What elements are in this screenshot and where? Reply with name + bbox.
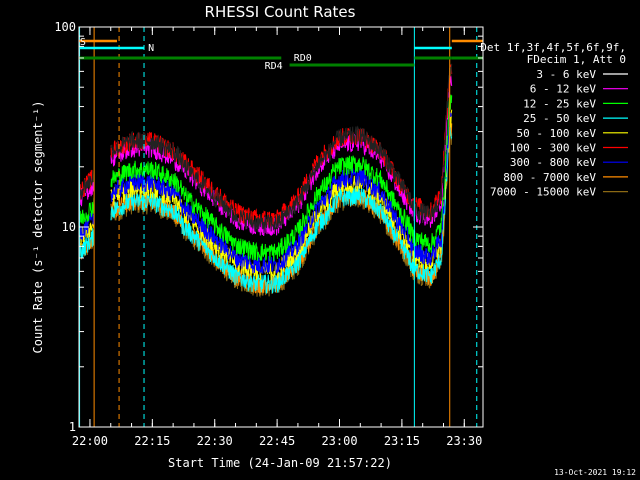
y-tick-label: 1 [69, 420, 76, 434]
x-tick-label: 23:15 [384, 434, 420, 448]
legend-header: FDecim 1, Att 0 [527, 53, 626, 66]
series-line-12-25keV [78, 94, 453, 262]
y-tick-label: 100 [54, 20, 76, 34]
legend-label: 12 - 25 keV [523, 97, 596, 110]
series-layer [78, 63, 453, 298]
y-axis: 1 10 100 [54, 20, 483, 434]
legend-label: 50 - 100 keV [517, 127, 597, 140]
plot-timestamp: 13-Oct-2021 19:12 [554, 468, 636, 477]
legend-header: Det 1f,3f,4f,5f,6f,9f, [480, 41, 626, 54]
marker-label-N: N [148, 43, 154, 54]
legend-label: 25 - 50 keV [523, 112, 596, 125]
marker-label-S: S [80, 37, 86, 48]
y-axis-label: Count Rate (s⁻¹ detector segment⁻¹) [31, 101, 45, 354]
legend-label: 7000 - 15000 keV [490, 186, 596, 199]
x-tick-label: 23:30 [446, 434, 482, 448]
legend-label: 3 - 6 keV [536, 68, 596, 81]
x-tick-label: 22:15 [134, 434, 170, 448]
x-axis: 22:00 22:15 22:30 22:45 23:00 23:15 23:30 [72, 27, 482, 448]
x-tick-label: 22:00 [72, 434, 108, 448]
legend-label: 100 - 300 keV [510, 142, 596, 155]
x-tick-label: 23:00 [321, 434, 357, 448]
marker-label-RD4: RD4 [265, 61, 283, 72]
series-line-3-6keV [78, 63, 453, 234]
chart-title: RHESSI Count Rates [205, 3, 356, 21]
legend-label: 6 - 12 keV [530, 83, 597, 96]
marker-label-RD0: RD0 [294, 53, 312, 64]
legend-label: 800 - 7000 keV [503, 171, 596, 184]
legend-label: 300 - 800 keV [510, 156, 596, 169]
x-tick-label: 22:45 [259, 434, 295, 448]
series-line-25-50keV [78, 124, 453, 294]
x-tick-label: 22:30 [197, 434, 233, 448]
legend: Det 1f,3f,4f,5f,6f,9f,FDecim 1, Att 0 3 -… [480, 41, 628, 199]
x-axis-label: Start Time (24-Jan-09 21:57:22) [168, 456, 392, 470]
y-tick-label: 10 [62, 220, 76, 234]
